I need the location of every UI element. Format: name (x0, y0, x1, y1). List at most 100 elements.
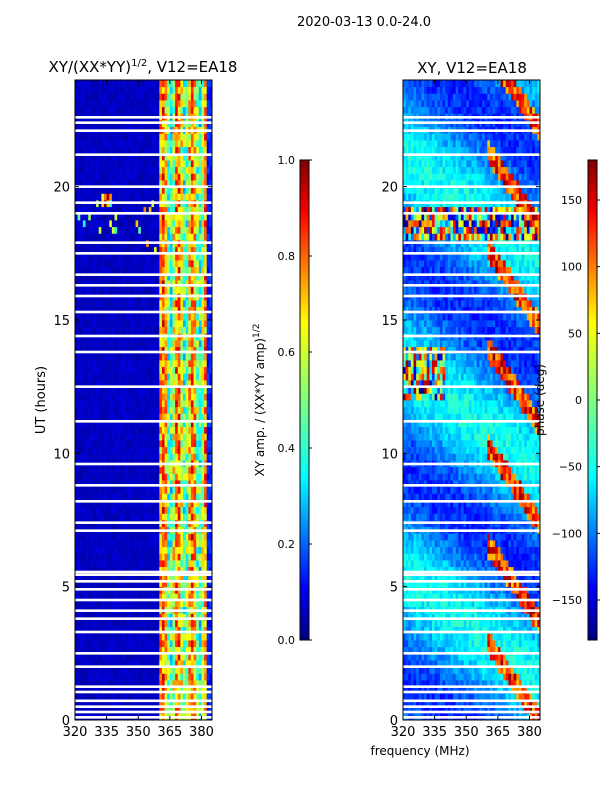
left-heatmap-cell (169, 386, 173, 394)
left-heatmap-cell (177, 580, 181, 588)
left-heatmap-cell (88, 633, 92, 641)
left-heatmap-cell (180, 346, 184, 354)
left-heatmap-cell (111, 133, 115, 141)
left-heatmap-cell (161, 366, 165, 374)
left-heatmap-cell (161, 86, 165, 94)
left-heatmap-cell (185, 440, 189, 448)
left-heatmap-cell (122, 206, 126, 214)
left-heatmap-cell (201, 393, 205, 401)
left-heatmap-cell (169, 340, 173, 348)
left-heatmap-cell (127, 286, 131, 294)
left-heatmap-cell (198, 573, 202, 581)
left-heatmap-cell (185, 100, 189, 108)
left-heatmap-cell (106, 306, 110, 314)
left-heatmap-cell (135, 260, 139, 268)
left-heatmap-cell (132, 133, 136, 141)
left-heatmap-cell (122, 266, 126, 274)
left-heatmap-cell (146, 680, 150, 688)
left-heatmap-cell (109, 640, 113, 648)
left-heatmap-cell (90, 560, 94, 568)
left-heatmap-cell (111, 680, 115, 688)
left-heatmap-cell (151, 346, 155, 354)
left-heatmap-cell (198, 220, 202, 228)
left-heatmap-cell (135, 500, 139, 508)
left-heatmap-cell (164, 226, 168, 234)
left-heatmap-cell (80, 206, 84, 214)
left-heatmap-cell (98, 233, 102, 241)
left-heatmap-cell (111, 640, 115, 648)
left-heatmap-cell (130, 180, 134, 188)
left-heatmap-cell (204, 280, 208, 288)
left-heatmap-cell (119, 260, 123, 268)
left-heatmap-cell (98, 286, 102, 294)
left-heatmap-cell (172, 666, 176, 674)
left-heatmap-cell (161, 446, 165, 454)
left-heatmap-cell (146, 486, 150, 494)
left-heatmap-cell (183, 226, 187, 234)
left-heatmap-cell (96, 160, 100, 168)
left-heatmap-cell (119, 413, 123, 421)
left-heatmap-cell (177, 426, 181, 434)
left-heatmap-cell (88, 666, 92, 674)
left-heatmap-cell (77, 593, 81, 601)
left-heatmap-cell (130, 600, 134, 608)
left-heatmap-cell (190, 493, 194, 501)
left-heatmap-cell (188, 640, 192, 648)
left-heatmap-cell (117, 93, 121, 101)
left-heatmap-cell (188, 466, 192, 474)
left-heatmap-cell (130, 440, 134, 448)
left-heatmap-cell (125, 693, 129, 701)
left-heatmap-cell (117, 693, 121, 701)
left-heatmap-cell (161, 420, 165, 428)
left-heatmap-cell (167, 260, 171, 268)
left-heatmap-cell (106, 300, 110, 308)
left-heatmap-cell (196, 193, 200, 201)
left-heatmap-cell (206, 340, 210, 348)
left-heatmap-cell (82, 146, 86, 154)
left-heatmap-cell (183, 686, 187, 694)
left-heatmap-cell (132, 206, 136, 214)
left-heatmap-cell (169, 260, 173, 268)
left-heatmap-cell (132, 393, 136, 401)
left-heatmap-cell (159, 486, 163, 494)
left-heatmap-cell (151, 706, 155, 714)
left-heatmap-cell (172, 133, 176, 141)
left-heatmap-cell (206, 153, 210, 161)
left-heatmap-cell (111, 506, 115, 514)
left-heatmap-cell (143, 206, 147, 214)
left-heatmap-cell (82, 646, 86, 654)
left-heatmap-cell (204, 306, 208, 314)
left-heatmap-cell (198, 173, 202, 181)
left-heatmap-cell (167, 600, 171, 608)
left-heatmap-cell (190, 140, 194, 148)
left-heatmap-cell (114, 686, 118, 694)
left-heatmap-cell (132, 500, 136, 508)
left-heatmap-cell (190, 266, 194, 274)
left-heatmap-cell (93, 220, 97, 228)
left-heatmap-cell (209, 386, 213, 394)
left-heatmap-cell (151, 626, 155, 634)
left-heatmap-cell (169, 206, 173, 214)
left-heatmap-cell (85, 400, 89, 408)
left-heatmap-cell (183, 466, 187, 474)
left-heatmap-cell (93, 146, 97, 154)
left-heatmap-cell (125, 86, 129, 94)
left-heatmap-cell (159, 700, 163, 708)
left-heatmap-cell (135, 600, 139, 608)
left-heatmap-cell (175, 193, 179, 201)
left-heatmap-cell (148, 213, 152, 221)
left-heatmap-cell (90, 486, 94, 494)
left-heatmap-cell (164, 140, 168, 148)
left-heatmap-cell (140, 420, 144, 428)
left-heatmap-cell (177, 180, 181, 188)
left-heatmap-cell (156, 686, 160, 694)
left-heatmap-cell (161, 513, 165, 521)
left-heatmap-cell (93, 286, 97, 294)
left-heatmap-cell (190, 353, 194, 361)
left-heatmap-cell (180, 440, 184, 448)
left-heatmap-cell (177, 413, 181, 421)
left-heatmap-cell (96, 100, 100, 108)
left-heatmap-cell (159, 640, 163, 648)
left-heatmap-cell (204, 493, 208, 501)
left-heatmap-cell (159, 500, 163, 508)
